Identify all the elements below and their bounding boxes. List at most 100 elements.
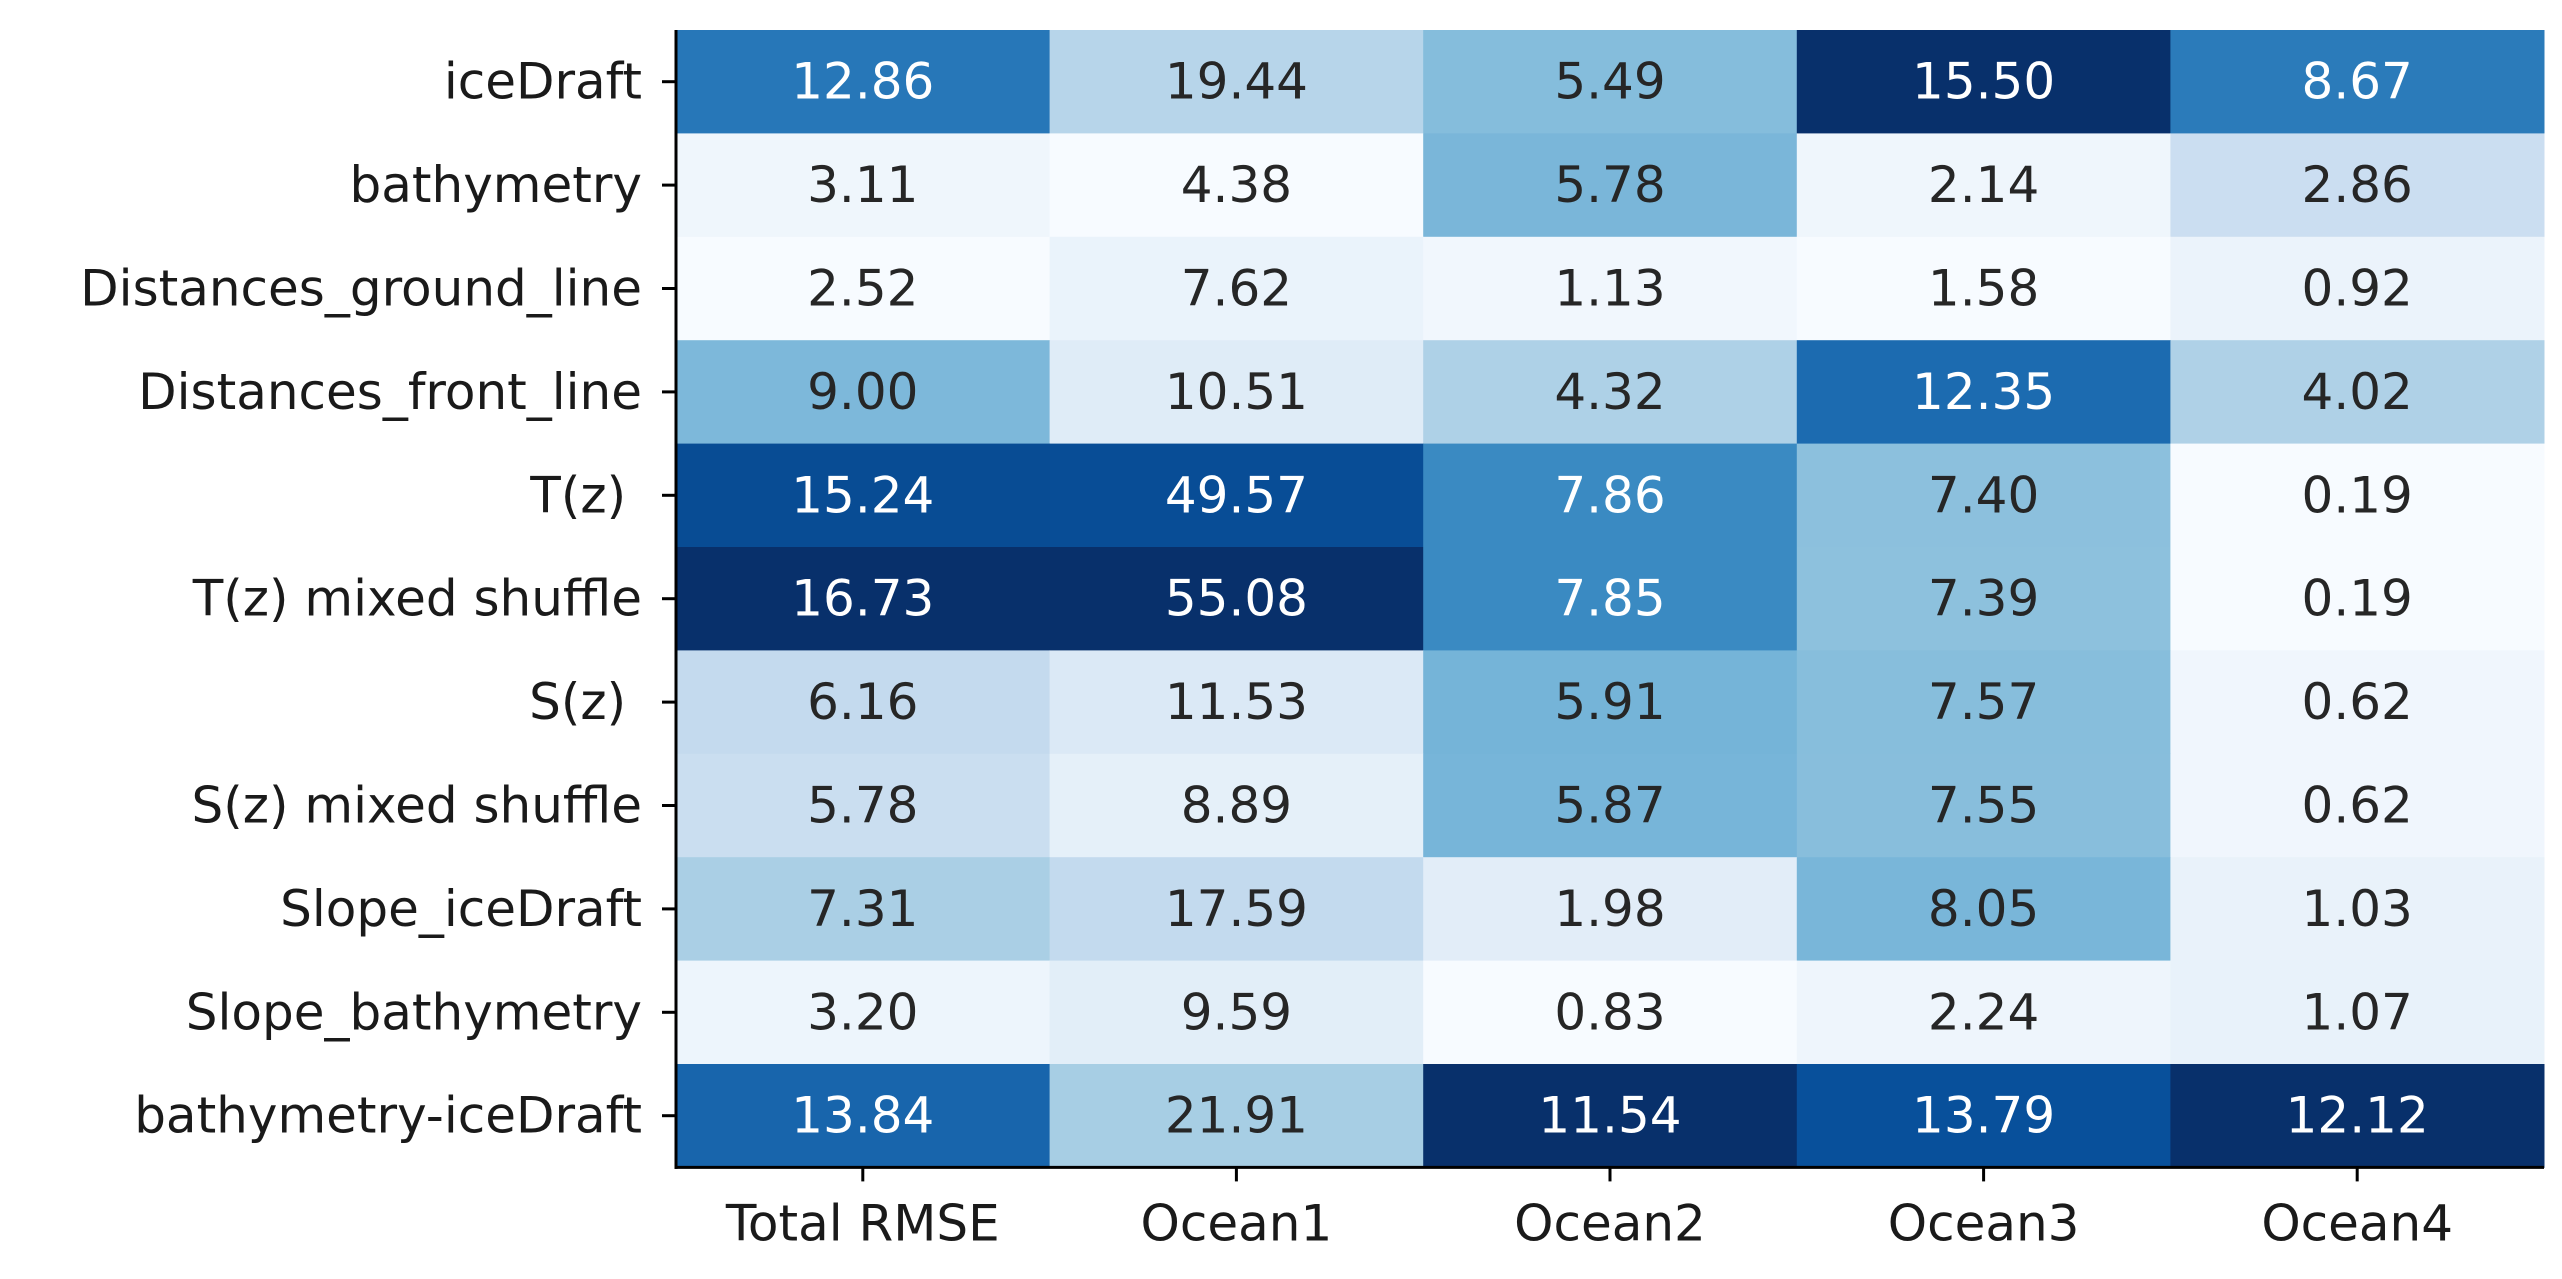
heatmap-cell <box>1423 1064 1798 1168</box>
y-tick-label: iceDraft <box>444 53 642 111</box>
heatmap-cell <box>676 133 1051 238</box>
heatmap-cell <box>1049 236 1424 341</box>
cell-value-label: 5.91 <box>1554 673 1665 731</box>
heatmap-cell <box>1423 650 1798 755</box>
y-tick-label: Distances_ground_line <box>80 260 642 318</box>
heatmap-cell <box>2170 133 2545 238</box>
y-tick-label: T(z) <box>529 466 642 524</box>
heatmap-cell <box>1796 960 2171 1065</box>
cell-value-label: 0.83 <box>1554 983 1665 1041</box>
cell-value-label: 17.59 <box>1165 880 1308 938</box>
heatmap-cell <box>2170 236 2545 341</box>
cell-value-label: 12.12 <box>2286 1087 2429 1145</box>
cell-value-label: 8.89 <box>1181 777 1292 835</box>
cell-value-label: 7.40 <box>1928 466 2039 524</box>
cell-value-label: 3.20 <box>807 983 918 1041</box>
cell-value-label: 16.73 <box>791 570 934 628</box>
heatmap-cell <box>1423 30 1798 134</box>
cell-value-label: 9.00 <box>807 363 918 421</box>
heatmap-cell <box>676 236 1051 341</box>
heatmap-cell <box>1423 960 1798 1065</box>
heatmap-cell <box>2170 547 2545 651</box>
y-tick-label: Slope_bathymetry <box>186 983 642 1041</box>
heatmap-cell <box>676 30 1051 134</box>
cell-value-label: 49.57 <box>1165 466 1308 524</box>
row-labels: iceDraft bathymetry Distances_ground_line D… <box>80 53 642 1145</box>
heatmap-cell <box>676 857 1051 962</box>
heatmap-cell <box>1796 753 2171 858</box>
cell-value-label: 7.57 <box>1928 673 2039 731</box>
cell-value-label: 7.62 <box>1181 260 1292 318</box>
heatmap-cell <box>1423 133 1798 238</box>
cell-value-label: 0.92 <box>2302 260 2413 318</box>
cell-value-label: 15.24 <box>791 466 934 524</box>
y-tick-label: S(z) <box>529 673 642 731</box>
column-labels: Total RMSE Ocean1 Ocean2 Ocean3 Ocean4 <box>725 1194 2453 1252</box>
heatmap-cell <box>676 960 1051 1065</box>
cell-value-label: 5.87 <box>1554 777 1665 835</box>
cell-value-label: 13.84 <box>791 1087 934 1145</box>
y-tick-label: bathymetry <box>350 156 642 214</box>
cell-value-label: 4.38 <box>1181 156 1292 214</box>
cell-value-label: 7.86 <box>1554 466 1665 524</box>
y-tick-label: bathymetry-iceDraft <box>134 1087 642 1145</box>
heatmap-cell <box>1423 857 1798 962</box>
cell-value-label: 7.31 <box>807 880 918 938</box>
heatmap-cell <box>1796 857 2171 962</box>
cell-value-label: 1.58 <box>1928 260 2039 318</box>
heatmap-cell <box>676 547 1051 651</box>
heatmap-cell <box>1049 1064 1424 1168</box>
heatmap-cell <box>2170 1064 2545 1168</box>
heatmap-cell <box>1796 650 2171 755</box>
heatmap-cell <box>2170 443 2545 548</box>
cell-value-label: 8.05 <box>1928 880 2039 938</box>
heatmap-cell <box>1049 960 1424 1065</box>
cell-value-label: 0.19 <box>2302 466 2413 524</box>
heatmap-cell <box>2170 857 2545 962</box>
axes <box>662 30 2544 1182</box>
cell-value-label: 21.91 <box>1165 1087 1308 1145</box>
cell-value-label: 13.79 <box>1912 1087 2055 1145</box>
heatmap-cell <box>1049 753 1424 858</box>
cell-value-label: 5.78 <box>1554 156 1665 214</box>
heatmap-cell <box>1796 547 2171 651</box>
cell-value-label: 1.03 <box>2302 880 2413 938</box>
heatmap-cell <box>1049 857 1424 962</box>
x-tick-label: Ocean3 <box>1888 1194 2080 1252</box>
cell-value-label: 3.11 <box>807 156 918 214</box>
heatmap-cell <box>676 753 1051 858</box>
cell-value-label: 7.85 <box>1554 570 1665 628</box>
cell-value-label: 2.24 <box>1928 983 2039 1041</box>
heatmap-cell <box>1049 547 1424 651</box>
y-tick-label: S(z) mixed shuffle <box>192 777 642 835</box>
cell-value-label: 0.62 <box>2302 673 2413 731</box>
cell-value-label: 0.62 <box>2302 777 2413 835</box>
cell-value-label: 5.49 <box>1554 53 1665 111</box>
x-tick-label: Ocean2 <box>1514 1194 1706 1252</box>
cell-value-label: 1.98 <box>1554 880 1665 938</box>
heatmap-cell <box>676 340 1051 445</box>
y-tick-label: T(z) mixed shuffle <box>192 570 642 628</box>
cell-value-label: 1.13 <box>1554 260 1665 318</box>
cell-value-label: 12.35 <box>1912 363 2055 421</box>
x-tick-label: Total RMSE <box>725 1194 1000 1252</box>
heatmap-cell <box>1423 547 1798 651</box>
heatmap-cell <box>1796 443 2171 548</box>
heatmap-cell <box>676 443 1051 548</box>
heatmap-cell <box>1796 1064 2171 1168</box>
x-tick-label: Ocean4 <box>2261 1194 2453 1252</box>
heatmap-cell <box>1049 133 1424 238</box>
cell-value-label: 4.02 <box>2302 363 2413 421</box>
heatmap-cell <box>1423 340 1798 445</box>
cell-value-label: 19.44 <box>1165 53 1308 111</box>
cell-value-label: 6.16 <box>807 673 918 731</box>
heatmap-cell <box>1049 443 1424 548</box>
cell-value-label: 2.14 <box>1928 156 2039 214</box>
heatmap-cell <box>1049 30 1424 134</box>
cell-value-label: 11.53 <box>1165 673 1308 731</box>
cell-value-label: 55.08 <box>1165 570 1308 628</box>
heatmap-cell <box>2170 650 2545 755</box>
cell-value-label: 0.19 <box>2302 570 2413 628</box>
cell-value-label: 2.52 <box>807 260 918 318</box>
